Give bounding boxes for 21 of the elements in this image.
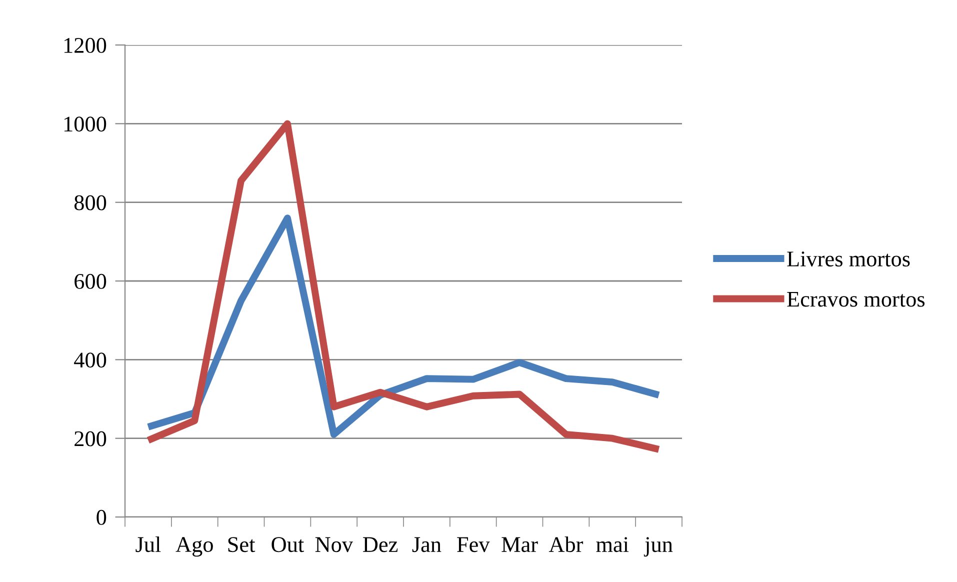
x-tick-label: jun bbox=[644, 537, 673, 557]
x-tick-label: Abr bbox=[548, 536, 584, 552]
x-tick-label: Set bbox=[228, 537, 256, 552]
y-tick-label: 400 bbox=[74, 352, 106, 368]
y-tick-label: 1000 bbox=[64, 116, 106, 132]
y-tick-label: 1200 bbox=[64, 38, 106, 53]
x-tick-label: Out bbox=[272, 537, 304, 552]
x-tick-label: Fev bbox=[457, 537, 490, 552]
x-tick-label: Ago bbox=[176, 537, 213, 557]
legend-label: Livres mortos bbox=[787, 252, 910, 266]
x-tick-label: mai bbox=[596, 537, 629, 552]
y-tick-label: 600 bbox=[74, 274, 106, 289]
y-tick-label: 200 bbox=[74, 431, 106, 446]
y-tick-label: 800 bbox=[74, 195, 106, 210]
x-tick-label: Mar bbox=[502, 537, 538, 552]
y-tick-label: 0 bbox=[96, 510, 106, 525]
x-tick-label: Jan bbox=[412, 537, 442, 552]
x-tick-label: Jul bbox=[136, 536, 161, 552]
x-tick-label: Dez bbox=[363, 537, 398, 552]
x-tick-label: Nov bbox=[315, 537, 354, 552]
legend-label: Ecravos mortos bbox=[787, 292, 925, 307]
